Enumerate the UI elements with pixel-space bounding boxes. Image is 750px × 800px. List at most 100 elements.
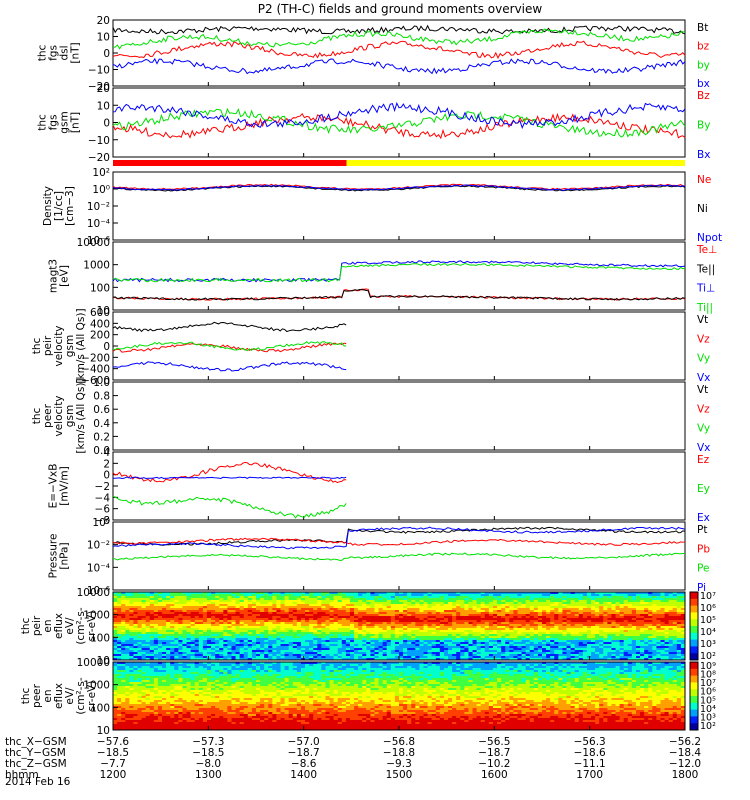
spectrogram-cell: [501, 656, 506, 659]
spectrogram-cell: [358, 628, 363, 631]
spectrogram-cell: [276, 618, 281, 621]
spectrogram-cell: [570, 596, 576, 599]
spectrogram-cell: [256, 626, 261, 629]
spectrogram-cell: [174, 650, 179, 653]
spectrogram-cell: [227, 616, 232, 619]
spectrogram-cell: [317, 658, 322, 661]
spectrogram-cell: [317, 618, 322, 621]
spectrogram-cell: [407, 594, 412, 597]
spectrogram-cell: [117, 630, 122, 633]
spectrogram-cell: [288, 632, 294, 635]
spectrogram-cell: [456, 640, 461, 643]
spectrogram-cell: [386, 638, 392, 641]
spectrogram-cell: [427, 648, 433, 651]
spectrogram-cell: [113, 654, 118, 657]
spectrogram-cell: [448, 642, 453, 645]
spectrogram-cell: [247, 648, 253, 651]
spectrogram-cell: [644, 642, 649, 645]
spectrogram-cell: [586, 644, 592, 647]
spectrogram-cell: [296, 656, 302, 659]
spectrogram-cell: [562, 598, 567, 601]
series-fgs-gsm-1: [112, 107, 686, 138]
spectrogram-cell: [591, 636, 596, 639]
spectrogram-cell: [305, 652, 310, 655]
spectrogram-cell: [521, 592, 527, 595]
spectrogram-cell: [211, 636, 216, 639]
spectrogram-cell: [574, 602, 580, 605]
spectrogram-cell: [407, 622, 412, 625]
spectrogram-cell: [296, 646, 302, 649]
spectrogram-cell: [435, 628, 441, 631]
spectrogram-cell: [300, 596, 306, 599]
spectrogram-cell: [288, 652, 294, 655]
spectrogram-cell: [182, 640, 187, 643]
series-vi-3: [112, 361, 347, 372]
spectrogram-cell: [419, 620, 424, 623]
spectrogram-cell: [280, 618, 285, 621]
spectrogram-cell: [668, 628, 674, 631]
spectrogram-cell: [680, 606, 686, 609]
spectrogram-cell: [599, 630, 604, 633]
spectrogram-cell: [321, 610, 326, 613]
spectrogram-cell: [582, 628, 588, 631]
spectrogram-cell: [268, 606, 273, 609]
spectrogram-cell: [362, 608, 367, 611]
spectrogram-cell: [615, 600, 621, 603]
spectrogram-cell: [288, 624, 294, 627]
spectrogram-cell: [484, 626, 490, 629]
spectrogram-cell: [578, 640, 584, 643]
spectrogram-cell: [374, 618, 379, 621]
spectrogram-cell: [153, 656, 159, 659]
spectrogram-cell: [317, 636, 322, 639]
spectrogram-cell: [374, 614, 379, 617]
spectrogram-cell: [137, 654, 142, 657]
spectrogram-cell: [554, 654, 559, 657]
spectrogram-cell: [615, 658, 621, 661]
spectrogram-cell: [578, 642, 584, 645]
spectrogram-cell: [521, 628, 527, 631]
spectrogram-cell: [542, 656, 547, 659]
spectrogram-cell: [129, 658, 134, 661]
spectrogram-cell: [542, 628, 547, 631]
spectrogram-cell: [452, 632, 457, 635]
spectrogram-cell: [296, 602, 302, 605]
spectrogram-cell: [235, 624, 241, 627]
spectrogram-cell: [439, 634, 445, 637]
spectrogram-cell: [574, 624, 580, 627]
spectrogram-cell: [472, 626, 478, 629]
spectrogram-cell: [186, 658, 192, 661]
spectrogram-cell: [170, 636, 175, 639]
spectrogram-cell: [292, 636, 298, 639]
y-tick-label: 0.2: [93, 431, 110, 443]
spectrogram-cell: [652, 614, 657, 617]
spectrogram-cell: [415, 658, 420, 661]
spectrogram-cell: [153, 592, 159, 595]
spectrogram-cell: [317, 594, 322, 597]
spectrogram-cell: [664, 648, 670, 651]
spectrogram-cell: [235, 636, 241, 639]
spectrogram-cell: [407, 614, 412, 617]
spectrogram-cell: [366, 638, 371, 641]
spectrogram-cell: [215, 606, 220, 609]
spectrogram-cell: [680, 624, 686, 627]
legend-efield-2: Ex: [697, 512, 710, 524]
spectrogram-cell: [182, 638, 187, 641]
spectrogram-cell: [153, 600, 159, 603]
spectrogram-cell: [505, 656, 510, 659]
spectrogram-cell: [448, 614, 453, 617]
spectrogram-cell: [137, 592, 142, 595]
spectrogram-cell: [603, 628, 608, 631]
spectrogram-cell: [190, 608, 196, 611]
spectrogram-cell: [276, 654, 281, 657]
spectrogram-cell: [468, 648, 473, 651]
spectrogram-cell: [599, 610, 604, 613]
spectrogram-cell: [468, 646, 473, 649]
spectrogram-cell: [141, 616, 147, 619]
spectrogram-cell: [260, 630, 265, 633]
spectrogram-cell: [386, 646, 392, 649]
spectrogram-cell: [206, 658, 212, 661]
spectrogram-cell: [664, 626, 670, 629]
spectrogram-cell: [325, 606, 330, 609]
spectrogram-cell: [223, 624, 228, 627]
spectrogram-cell: [660, 656, 665, 659]
